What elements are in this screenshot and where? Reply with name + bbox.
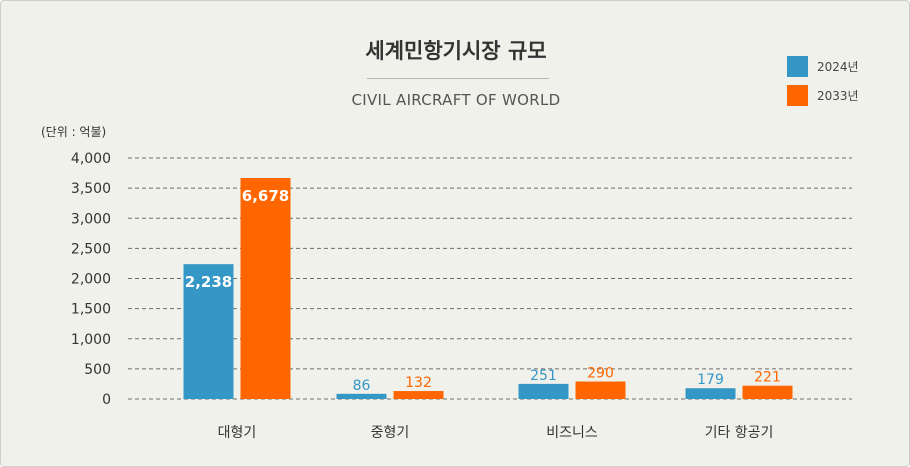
bar-value-label: 132	[405, 375, 432, 391]
y-tick-label: 2,000	[71, 272, 111, 288]
y-tick-label: 3,500	[71, 181, 111, 197]
x-category-label: 비즈니스	[546, 425, 598, 441]
bar-2033	[393, 391, 444, 399]
legend-label-2033: 2033년	[817, 89, 859, 103]
bar-2033	[575, 381, 626, 399]
x-category-label: 대형기	[218, 425, 257, 441]
bar-value-label: 221	[754, 370, 781, 386]
y-tick-label: 2,500	[71, 241, 111, 257]
x-category-label: 기타 항공기	[705, 425, 774, 441]
bar-2024	[183, 264, 234, 399]
bar-value-label: 179	[697, 372, 724, 388]
chart-title: 세계민항기시장 규모	[365, 39, 547, 63]
bar-2033	[240, 178, 291, 399]
legend-swatch-2024	[787, 56, 808, 77]
chart-subtitle: CIVIL AIRCRAFT OF WORLD	[351, 91, 561, 109]
bar-value-label: 2,238	[185, 273, 232, 291]
y-tick-label: 1,000	[71, 332, 111, 348]
bar-value-label: 86	[353, 378, 371, 394]
x-category-label: 중형기	[371, 425, 410, 441]
bar-value-label: 251	[530, 368, 557, 384]
bar-value-label: 6,678	[242, 187, 289, 205]
bar-2024	[518, 383, 569, 399]
bar-2024	[685, 388, 736, 399]
y-tick-label: 500	[84, 362, 111, 378]
y-tick-label: 0	[102, 392, 111, 408]
legend-label-2024: 2024년	[817, 60, 859, 74]
legend-swatch-2033	[787, 85, 808, 106]
y-tick-label: 3,000	[71, 211, 111, 227]
unit-label: (단위 : 억불)	[41, 125, 107, 139]
y-tick-label: 4,000	[71, 151, 111, 167]
bar-value-label: 290	[587, 366, 614, 382]
y-tick-label: 1,500	[71, 302, 111, 318]
title-divider	[367, 78, 549, 79]
bar-2033	[742, 385, 793, 399]
bar-2024	[336, 393, 387, 399]
